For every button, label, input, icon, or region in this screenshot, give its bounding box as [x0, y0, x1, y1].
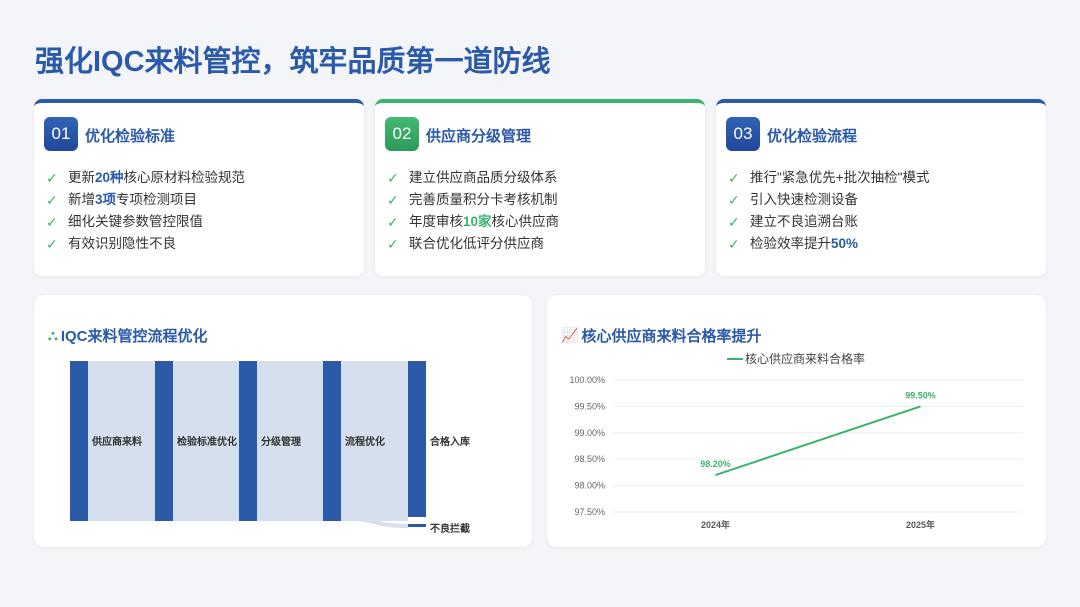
- item-text: 核心供应商: [491, 214, 560, 229]
- flow-node: [408, 361, 426, 517]
- chart-title: 核心供应商来料合格率提升: [581, 328, 762, 345]
- item-text: 推行"紧急优先+批次抽检"模式: [750, 170, 930, 185]
- item-text: 建立供应商品质分级体系: [409, 170, 558, 185]
- check-icon: ✓: [46, 192, 58, 208]
- y-tick-label: 98.00%: [574, 481, 605, 491]
- flow-node-label: 供应商来料: [91, 435, 142, 448]
- flow-node: [408, 524, 426, 527]
- check-icon: ✓: [387, 170, 399, 186]
- card-03: 03 优化检验流程 ✓ 推行"紧急优先+批次抽检"模式 ✓ 引入快速检测设备 ✓ 建立不良追溯…: [716, 99, 1046, 276]
- list-item: ✓ 建立供应商品质分级体系: [387, 167, 559, 189]
- item-text: 检验效率提升: [750, 236, 831, 251]
- sitemap-icon: ⛬: [48, 327, 58, 343]
- list-item: ✓ 引入快速检测设备: [728, 189, 929, 211]
- flow-title: IQC来料管控流程优化: [60, 328, 208, 345]
- y-tick-label: 97.50%: [574, 507, 605, 517]
- check-icon: ✓: [728, 236, 740, 252]
- flow-link-reject: [340, 516, 409, 528]
- check-icon: ✓: [387, 192, 399, 208]
- check-icon: ✓: [387, 214, 399, 230]
- item-text: 专项检测项目: [116, 192, 198, 207]
- item-text: 引入快速检测设备: [750, 192, 858, 207]
- list-item: ✓ 建立不良追溯台账: [728, 211, 929, 233]
- flow-node: [155, 361, 173, 521]
- check-icon: ✓: [728, 214, 740, 230]
- card-number: 02: [385, 117, 419, 151]
- item-highlight: 10家: [463, 214, 492, 229]
- list-item: ✓ 有效识别隐性不良: [46, 233, 245, 255]
- card-number: 03: [726, 117, 760, 151]
- list-item: ✓ 细化关键参数管控限值: [46, 211, 245, 233]
- item-text: 有效识别隐性不良: [68, 236, 176, 251]
- item-highlight: 3项: [95, 192, 117, 207]
- card-number: 01: [44, 117, 78, 151]
- chart-panel: 97.50% 98.00% 98.50% 99.00% 99.50% 100.00% 202…: [547, 295, 1046, 547]
- item-text: 建立不良追溯台账: [750, 214, 858, 229]
- flow-node: [70, 361, 88, 521]
- list-item: ✓ 检验效率提升 50%: [728, 233, 929, 255]
- list-item: ✓ 新增 3项 专项检测项目: [46, 189, 245, 211]
- item-text: 年度审核: [409, 214, 463, 229]
- flow-link: [341, 361, 408, 521]
- data-label: 98.20%: [700, 459, 731, 469]
- series-line: [715, 405, 921, 476]
- data-label: 99.50%: [905, 390, 936, 400]
- item-text: 联合优化低评分供应商: [409, 236, 544, 251]
- legend-label: 核心供应商来料合格率: [745, 351, 865, 366]
- flow-node-label: 分级管理: [261, 435, 301, 448]
- page-title: 强化IQC来料管控，筑牢品质第一道防线: [35, 46, 551, 78]
- item-text: 更新: [68, 170, 95, 185]
- item-text: 完善质量积分卡考核机制: [409, 192, 558, 207]
- x-tick-label: 2025年: [906, 519, 935, 530]
- item-text: 细化关键参数管控限值: [68, 214, 203, 229]
- check-icon: ✓: [46, 170, 58, 186]
- card-title: 优化检验流程: [767, 128, 858, 145]
- item-text: 新增: [68, 192, 95, 207]
- y-tick-label: 99.50%: [574, 401, 605, 411]
- check-icon: ✓: [46, 236, 58, 252]
- flow-link: [173, 361, 239, 521]
- item-highlight: 50%: [831, 236, 859, 251]
- x-tick-label: 2024年: [701, 519, 730, 530]
- flow-link: [88, 361, 155, 521]
- y-tick-label: 98.50%: [574, 454, 605, 464]
- flow-node: [323, 361, 341, 521]
- flow-node-label: 检验标准优化: [177, 435, 237, 448]
- y-tick-label: 100.00%: [569, 375, 605, 385]
- card-title: 供应商分级管理: [426, 128, 532, 145]
- list-item: ✓ 联合优化低评分供应商: [387, 233, 559, 255]
- check-icon: ✓: [46, 214, 58, 230]
- list-item: ✓ 年度审核 10家 核心供应商: [387, 211, 559, 233]
- item-text: 核心原材料检验规范: [123, 170, 246, 185]
- line-chart-icon: 📈: [561, 327, 579, 343]
- card-01: 01 优化检验标准 ✓ 更新 20种 核心原材料检验规范 ✓ 新增 3项 专项检测项目 ✓ 细化关键参…: [34, 99, 364, 276]
- y-tick-label: 99.00%: [574, 428, 605, 438]
- flow-node-label: 合格入库: [429, 435, 470, 448]
- check-icon: ✓: [728, 192, 740, 208]
- card-title: 优化检验标准: [85, 128, 176, 145]
- flow-node-label: 不良拦截: [430, 522, 470, 535]
- flow-node-label: 流程优化: [345, 435, 385, 448]
- check-icon: ✓: [728, 170, 740, 186]
- list-item: ✓ 更新 20种 核心原材料检验规范: [46, 167, 245, 189]
- flow-panel: 供应商来料 检验标准优化 分级管理 流程优化 合格入库不良拦截 ⛬ IQC来料管控流程优化: [34, 295, 532, 547]
- item-highlight: 20种: [95, 170, 124, 185]
- card-list: ✓ 更新 20种 核心原材料检验规范 ✓ 新增 3项 专项检测项目 ✓ 细化关键参数管控限值 ✓ 有效…: [46, 167, 245, 255]
- card-list: ✓ 建立供应商品质分级体系 ✓ 完善质量积分卡考核机制 ✓ 年度审核 10家 核心供应商 ✓ 联合…: [387, 167, 559, 255]
- card-02: 02 供应商分级管理 ✓ 建立供应商品质分级体系 ✓ 完善质量积分卡考核机制 ✓ 年度审核 10…: [375, 99, 705, 276]
- flow-node: [239, 361, 257, 521]
- check-icon: ✓: [387, 236, 399, 252]
- line-chart: 97.50% 98.00% 98.50% 99.00% 99.50% 100.00% 202…: [569, 351, 1023, 530]
- list-item: ✓ 完善质量积分卡考核机制: [387, 189, 559, 211]
- card-list: ✓ 推行"紧急优先+批次抽检"模式 ✓ 引入快速检测设备 ✓ 建立不良追溯台账 ✓ 检验效率提…: [728, 167, 929, 255]
- flow-link: [257, 361, 323, 521]
- list-item: ✓ 推行"紧急优先+批次抽检"模式: [728, 167, 929, 189]
